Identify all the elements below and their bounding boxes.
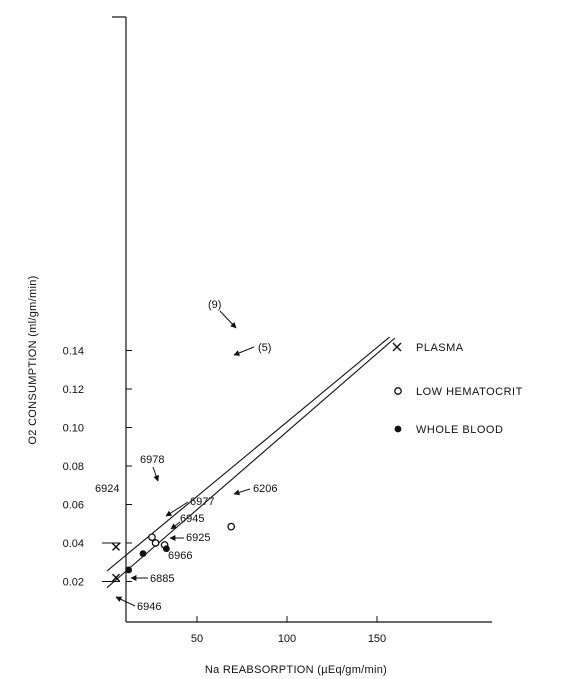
y-tick-label: 0.06 [63,500,84,512]
legend-label-whole-blood: WHOLE BLOOD [416,424,503,436]
arrow-6206 [233,488,251,496]
y-tick-label: 0.02 [63,577,84,589]
point-low-hematocrit [151,539,160,547]
legend-marker-whole-blood [394,425,402,433]
arrow-6978 [152,466,160,482]
y-ticks: 0.02 0.04 0.06 0.08 0.10 0.12 0.14 [63,346,132,589]
arrow-6946 [115,596,136,607]
point-label-6885: 6885 [150,573,174,585]
point-label-6946: 6946 [137,601,161,613]
arrow-6977 [170,521,181,530]
legend: PLASMA LOW HEMATOCRIT WHOLE BLOOD [392,342,523,436]
y-axis-title: O2 CONSUMPTION (ml/gm/min) [27,275,39,444]
legend-label-plasma: PLASMA [416,342,464,354]
x-tick-label: 50 [191,633,203,645]
legend-marker-low-hematocrit [394,387,402,395]
line-label-9: (9) [208,299,221,311]
data-points [112,522,236,582]
regression-line [106,336,390,572]
y-tick-label: 0.04 [63,538,84,550]
point-label-6978: 6978 [140,454,164,466]
point-plasma [112,573,120,582]
point-label-6924: 6924 [95,483,119,495]
point-annotations: 6978 6924 6977 6206 6945 6925 6966 6885 … [95,454,277,613]
x-axis-title: Na REABSORPTION (µEq/gm/min) [205,664,387,676]
line-label-9-arrow [219,310,237,329]
line-label-5: (5) [258,342,271,354]
point-label-6206: 6206 [253,483,277,495]
arrow-6945 [165,501,189,517]
point-whole-blood [163,545,170,553]
point-label-6925: 6925 [186,532,210,544]
y-tick-label: 0.10 [63,423,84,435]
point-whole-blood [139,550,147,557]
point-low-hematocrit [227,522,236,531]
x-tick-label: 100 [278,633,296,645]
point-low-hematocrit [148,533,156,542]
legend-marker-plasma [392,342,402,352]
x-ticks: 50 100 150 [191,616,386,645]
y-tick-label: 0.12 [63,384,84,396]
y-tick-label: 0.14 [63,346,84,358]
point-whole-blood [125,566,132,574]
legend-label-low-hematocrit: LOW HEMATOCRIT [416,386,523,398]
point-plasma [112,542,120,551]
y-tick-label: 0.08 [63,461,84,473]
x-tick-label: 150 [368,633,386,645]
line-label-5-arrow [233,346,255,356]
bracket-6924-line [102,542,121,544]
point-label-6977: 6945 [180,513,204,525]
point-label-6966: 6966 [168,550,192,562]
point-label-6945: 6977 [190,496,214,508]
